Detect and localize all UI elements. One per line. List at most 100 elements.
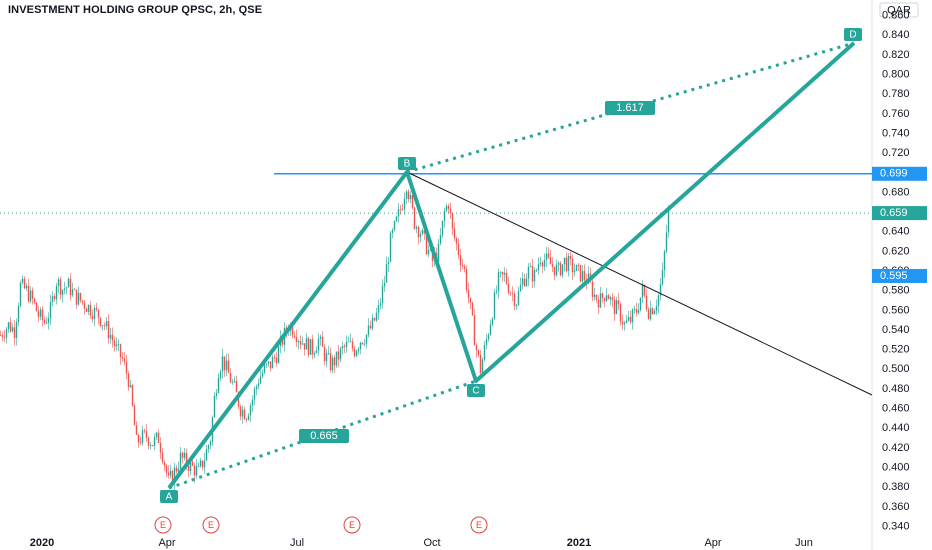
candle-body xyxy=(133,405,136,426)
candle-body xyxy=(191,461,194,466)
candle-body xyxy=(315,350,318,354)
candle-body xyxy=(201,460,204,468)
point-label-d[interactable] xyxy=(844,28,862,41)
candle-body xyxy=(77,293,80,305)
y-tick-label: 0.380 xyxy=(882,481,910,493)
candle-body xyxy=(615,300,618,315)
y-tick-label: 0.420 xyxy=(882,442,910,454)
candle-body xyxy=(65,287,68,289)
candle-body xyxy=(277,346,280,364)
candle-body xyxy=(37,311,40,317)
candle-body xyxy=(55,285,58,300)
candle-body xyxy=(653,310,656,315)
candle-body xyxy=(415,227,418,229)
candle-body xyxy=(627,316,630,321)
candle-body xyxy=(303,343,306,350)
y-tick-label: 0.800 xyxy=(882,68,910,80)
earnings-marker[interactable] xyxy=(470,516,488,534)
candle-body xyxy=(39,309,42,317)
candle-body xyxy=(555,264,558,276)
candle-body xyxy=(401,209,404,211)
candle-body xyxy=(179,452,182,469)
candle-body xyxy=(365,334,368,344)
candle-body xyxy=(341,346,344,349)
candle-body xyxy=(81,300,84,303)
candle-body xyxy=(141,430,144,443)
candle-body xyxy=(395,216,398,222)
candle-body xyxy=(219,371,222,379)
y-tick-label: 0.360 xyxy=(882,501,910,513)
point-label-b[interactable] xyxy=(398,157,416,170)
candle-body xyxy=(131,385,134,406)
candle-body xyxy=(203,460,206,468)
earnings-marker[interactable] xyxy=(154,516,172,534)
candle-body xyxy=(579,264,582,282)
ratio-label-box[interactable] xyxy=(299,429,349,443)
candle-body xyxy=(465,268,468,290)
candle-body xyxy=(577,264,580,266)
candle-body xyxy=(163,462,166,466)
candle-body xyxy=(157,432,160,443)
candle-body xyxy=(391,229,394,234)
abcd-pattern[interactable] xyxy=(167,41,856,490)
ratio-label-box[interactable] xyxy=(605,101,655,115)
candle-body xyxy=(67,278,70,288)
candle-body xyxy=(655,306,658,311)
candle-body xyxy=(151,445,154,446)
point-label-a[interactable] xyxy=(160,490,178,503)
candle-body xyxy=(495,291,498,293)
point-label-c[interactable] xyxy=(467,384,485,397)
candle-body xyxy=(177,468,180,472)
candle-body xyxy=(529,265,532,267)
candle-body xyxy=(389,233,392,262)
candle-body xyxy=(419,234,422,238)
candle-body xyxy=(517,291,520,305)
price-tag-label: 0.595 xyxy=(880,270,908,282)
candle-body xyxy=(171,470,174,483)
candle-body xyxy=(335,351,338,366)
y-tick-label: 0.400 xyxy=(882,461,910,473)
candle-body xyxy=(641,284,644,298)
candle-body xyxy=(423,230,426,234)
candle-body xyxy=(575,264,578,271)
candle-body xyxy=(263,364,266,373)
candle-body xyxy=(473,315,476,346)
candle-body xyxy=(665,232,668,252)
candle-body xyxy=(213,395,216,418)
candle-body xyxy=(221,356,224,372)
ratio-label: 0.665 xyxy=(310,430,338,442)
earnings-marker[interactable] xyxy=(202,516,220,534)
currency-box xyxy=(879,2,919,18)
candle-body xyxy=(445,205,448,211)
candle-body xyxy=(385,264,388,283)
candle-body xyxy=(617,300,620,305)
candle-body xyxy=(257,383,260,387)
point-label-text: A xyxy=(166,492,173,503)
candle-body xyxy=(457,243,460,256)
candle-body xyxy=(247,415,250,420)
candle-body xyxy=(437,243,440,262)
y-tick-label: 0.460 xyxy=(882,403,910,415)
candle-body xyxy=(525,278,528,286)
candle-body xyxy=(199,460,202,467)
candle-body xyxy=(545,253,548,260)
currency-label: QAR xyxy=(887,4,911,16)
candle-body xyxy=(305,338,308,350)
candle-body xyxy=(461,265,464,267)
candle-body xyxy=(631,309,634,323)
candle-body xyxy=(345,341,348,347)
candle-body xyxy=(33,298,36,303)
candle-body xyxy=(411,195,414,208)
candle-body xyxy=(205,449,208,461)
x-tick-label: Apr xyxy=(158,537,175,549)
y-tick-label: 0.860 xyxy=(882,10,910,22)
earnings-marker[interactable] xyxy=(343,516,361,534)
candle-body xyxy=(543,259,546,267)
candle-body xyxy=(491,318,494,325)
candle-body xyxy=(369,325,372,329)
chart-title: INVESTMENT HOLDING GROUP QPSC, 2h, QSE xyxy=(8,4,263,16)
y-tick-label: 0.620 xyxy=(882,245,910,257)
candle-body xyxy=(223,356,226,371)
trend-line[interactable] xyxy=(406,171,873,396)
